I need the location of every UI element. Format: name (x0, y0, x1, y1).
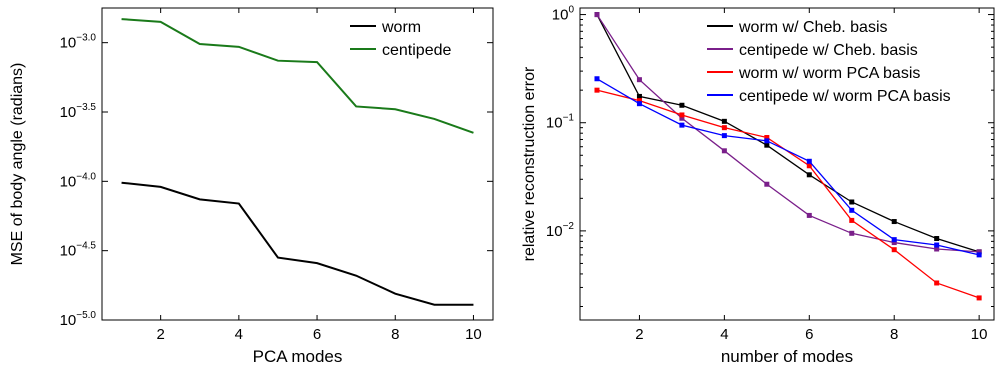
axes-frame (101, 7, 494, 321)
series-line-centipede (121, 18, 474, 134)
legend-label-centipede-w-worm-pca-basis: centipede w/ worm PCA basis (739, 88, 951, 105)
y-tick-label: 10−5.0 (60, 310, 97, 329)
data-point-worm-w-worm-pca-basis (806, 163, 812, 169)
x-tick-label: 10 (971, 326, 988, 343)
data-point-worm-w-cheb-basis (891, 219, 897, 225)
y-tick-label: 100 (552, 5, 575, 24)
data-point-centipede-w-cheb-basis (976, 249, 982, 255)
data-point-centipede-w-cheb-basis (849, 230, 855, 236)
data-point-centipede-w-worm-pca-basis (721, 133, 727, 139)
y-tick-label: 10−2 (546, 221, 575, 240)
y-axis-label: MSE of body angle (radians) (9, 63, 26, 266)
y-tick-label: 10−4.5 (60, 241, 97, 260)
y-axis-label: relative reconstruction error (521, 66, 538, 261)
x-tick-label: 8 (890, 326, 898, 343)
data-point-worm-w-cheb-basis (849, 199, 855, 205)
x-tick-label: 2 (635, 326, 643, 343)
data-point-worm-w-cheb-basis (679, 102, 685, 108)
legend-label-worm-w-worm-pca-basis: worm w/ worm PCA basis (738, 65, 920, 82)
left-chart-mse-vs-pca-modes: 2 4 6 8 10 10−3.0 10−3.5 10−4.0 10−4.5 10−5.0 PCA … (9, 7, 494, 366)
data-point-centipede-w-worm-pca-basis (849, 207, 855, 213)
data-point-worm-w-cheb-basis (764, 142, 770, 148)
data-point-worm-w-worm-pca-basis (679, 112, 685, 118)
data-point-worm-w-worm-pca-basis (976, 295, 982, 301)
data-point-worm-w-worm-pca-basis (934, 280, 940, 286)
data-point-worm-w-cheb-basis (934, 236, 940, 242)
data-point-centipede-w-cheb-basis (721, 148, 727, 154)
x-tick-label: 8 (391, 326, 399, 343)
x-tick-label: 6 (805, 326, 813, 343)
series-line-worm (121, 181, 474, 306)
x-tick-label: 4 (235, 326, 243, 343)
data-point-centipede-w-worm-pca-basis (806, 158, 812, 164)
x-axis-label: number of modes (721, 347, 853, 366)
data-point-worm-w-worm-pca-basis (636, 98, 642, 104)
x-tick-label: 2 (156, 326, 164, 343)
y-tick-label: 10−3.5 (60, 102, 97, 121)
data-point-centipede-w-worm-pca-basis (934, 242, 940, 248)
legend-label-worm-w-cheb-basis: worm w/ Cheb. basis (738, 19, 888, 36)
data-point-centipede-w-cheb-basis (636, 77, 642, 83)
series-line-centipede-w-worm-pca-basis (596, 78, 980, 256)
data-point-centipede-w-cheb-basis (806, 212, 812, 218)
data-point-centipede-w-worm-pca-basis (594, 76, 600, 82)
y-tick-label: 10−4.0 (60, 171, 97, 190)
legend-label-centipede-w-cheb-basis: centipede w/ Cheb. basis (739, 42, 918, 59)
series-line-centipede-w-cheb-basis (596, 14, 980, 253)
legend-label-worm: worm (381, 19, 421, 36)
legend-label-centipede: centipede (382, 42, 451, 59)
data-point-worm-w-worm-pca-basis (764, 135, 770, 141)
data-point-worm-w-worm-pca-basis (891, 247, 897, 253)
axes-frame (579, 7, 995, 321)
data-point-centipede-w-worm-pca-basis (636, 101, 642, 107)
right-chart-reconstruction-error: 2 4 6 8 10 100 10−1 10−2 number of modes relative… (521, 5, 995, 366)
series-line-worm-w-worm-pca-basis (596, 89, 980, 299)
data-point-centipede-w-cheb-basis (934, 246, 940, 252)
x-tick-label: 6 (313, 326, 321, 343)
data-point-centipede-w-worm-pca-basis (764, 138, 770, 144)
data-point-centipede-w-cheb-basis (594, 12, 600, 18)
x-axis-label: PCA modes (253, 347, 343, 366)
data-point-centipede-w-cheb-basis (679, 115, 685, 121)
x-tick-label: 4 (720, 326, 728, 343)
y-tick-label: 10−1 (546, 113, 575, 132)
data-point-worm-w-cheb-basis (636, 93, 642, 99)
data-point-centipede-w-worm-pca-basis (976, 252, 982, 258)
series-line-worm-w-cheb-basis (596, 14, 980, 253)
y-tick-label: 10−3.0 (60, 33, 97, 52)
data-point-worm-w-worm-pca-basis (849, 217, 855, 223)
data-point-centipede-w-cheb-basis (764, 181, 770, 187)
data-point-worm-w-worm-pca-basis (594, 87, 600, 93)
data-point-worm-w-cheb-basis (721, 118, 727, 124)
x-tick-label: 10 (465, 326, 482, 343)
data-point-centipede-w-cheb-basis (891, 240, 897, 246)
data-point-centipede-w-worm-pca-basis (891, 237, 897, 243)
data-point-worm-w-worm-pca-basis (721, 125, 727, 131)
data-point-centipede-w-worm-pca-basis (679, 122, 685, 128)
data-point-worm-w-cheb-basis (806, 172, 812, 178)
